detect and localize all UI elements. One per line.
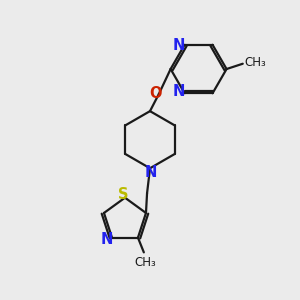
Text: CH₃: CH₃ xyxy=(244,56,266,69)
Text: N: N xyxy=(173,38,185,53)
Text: N: N xyxy=(173,84,185,99)
Text: CH₃: CH₃ xyxy=(134,256,156,269)
Text: S: S xyxy=(118,187,129,202)
Text: N: N xyxy=(100,232,113,247)
Text: O: O xyxy=(149,86,162,101)
Text: N: N xyxy=(145,166,157,181)
